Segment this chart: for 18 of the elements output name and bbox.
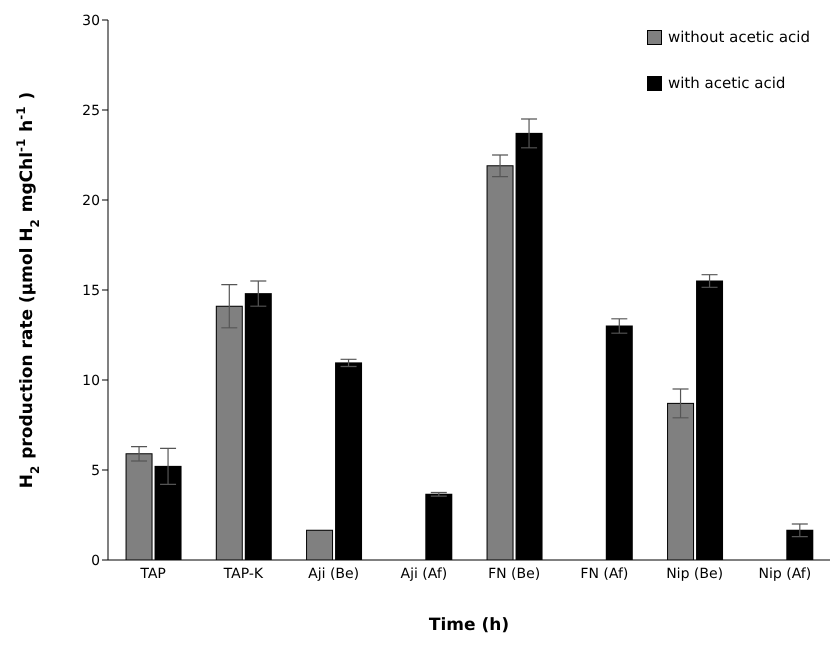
legend-label: without acetic acid	[668, 28, 810, 46]
y-tick-label: 15	[82, 282, 100, 299]
x-tick-label: Aji (Be)	[308, 566, 360, 582]
x-axis-title: Time (h)	[428, 615, 510, 635]
x-tick-label: Aji (Af)	[400, 566, 448, 582]
x-tick-label: FN (Af)	[580, 566, 628, 582]
legend-label: with acetic acid	[668, 74, 786, 92]
y-tick-label: 30	[82, 12, 100, 29]
x-tick-label: Nip (Be)	[666, 566, 724, 582]
y-tick-label: 20	[82, 192, 100, 209]
x-tick-label: Nip (Af)	[758, 566, 812, 582]
x-tick-label: FN (Be)	[488, 566, 540, 582]
y-tick-label: 0	[91, 552, 100, 569]
y-tick-label: 10	[82, 372, 100, 389]
y-tick-label: 25	[82, 102, 100, 119]
x-tick-label: TAP	[139, 566, 166, 582]
y-tick-label: 5	[91, 462, 100, 479]
x-tick-label: TAP-K	[222, 566, 264, 582]
